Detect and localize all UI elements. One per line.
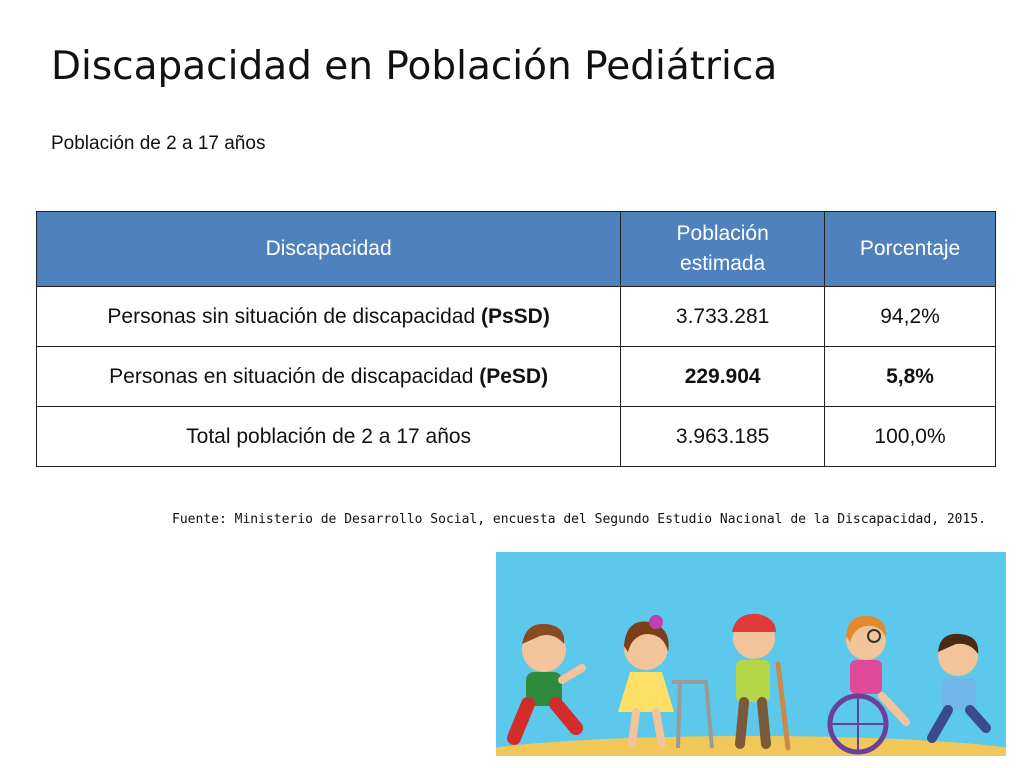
- child-2-figure: [618, 615, 714, 749]
- row-label: Personas en situación de discapacidad (P…: [35, 346, 622, 407]
- table-row: Personas en situación de discapacidad (P…: [35, 346, 996, 407]
- children-illustration-graphic: [496, 552, 1006, 756]
- header-poblacion-estimada: Población estimada: [620, 211, 826, 287]
- row-percent: 5,8%: [824, 346, 996, 407]
- child-1-figure: [507, 623, 586, 745]
- row-label-text: Total población de 2 a 17 años: [186, 424, 472, 448]
- table-header-row: Discapacidad Población estimada Porcenta…: [35, 211, 996, 287]
- table-row: Personas sin situación de discapacidad (…: [35, 286, 996, 347]
- row-label: Total población de 2 a 17 años: [35, 406, 622, 467]
- row-percent: 94,2%: [824, 286, 996, 347]
- header-discapacidad: Discapacidad: [35, 211, 622, 287]
- row-label-text: Personas sin situación de discapacidad: [107, 304, 481, 328]
- child-5-figure: [927, 633, 991, 743]
- header-poblacion-line1: Población: [676, 222, 769, 245]
- row-label-abbr: (PeSD): [479, 364, 549, 388]
- header-poblacion-line2: estimada: [680, 252, 766, 275]
- child-4-figure: [827, 615, 910, 755]
- slide-subtitle: Población de 2 a 17 años: [51, 133, 266, 154]
- source-note: Fuente: Ministerio de Desarrollo Social,…: [172, 512, 986, 527]
- row-label-text: Personas en situación de discapacidad: [109, 364, 480, 388]
- row-percent: 100,0%: [824, 406, 996, 467]
- child-3-figure: [732, 613, 791, 751]
- row-population: 3.963.185: [620, 406, 826, 467]
- row-label: Personas sin situación de discapacidad (…: [35, 286, 622, 347]
- children-illustration: [496, 552, 1006, 756]
- disability-table: Discapacidad Población estimada Porcenta…: [35, 211, 996, 467]
- table-row: Total población de 2 a 17 años 3.963.185…: [35, 406, 996, 467]
- header-porcentaje: Porcentaje: [824, 211, 996, 287]
- slide-title: Discapacidad en Población Pediátrica: [51, 44, 778, 89]
- row-population: 229.904: [620, 346, 826, 407]
- row-label-abbr: (PsSD): [480, 304, 550, 328]
- row-population: 3.733.281: [620, 286, 826, 347]
